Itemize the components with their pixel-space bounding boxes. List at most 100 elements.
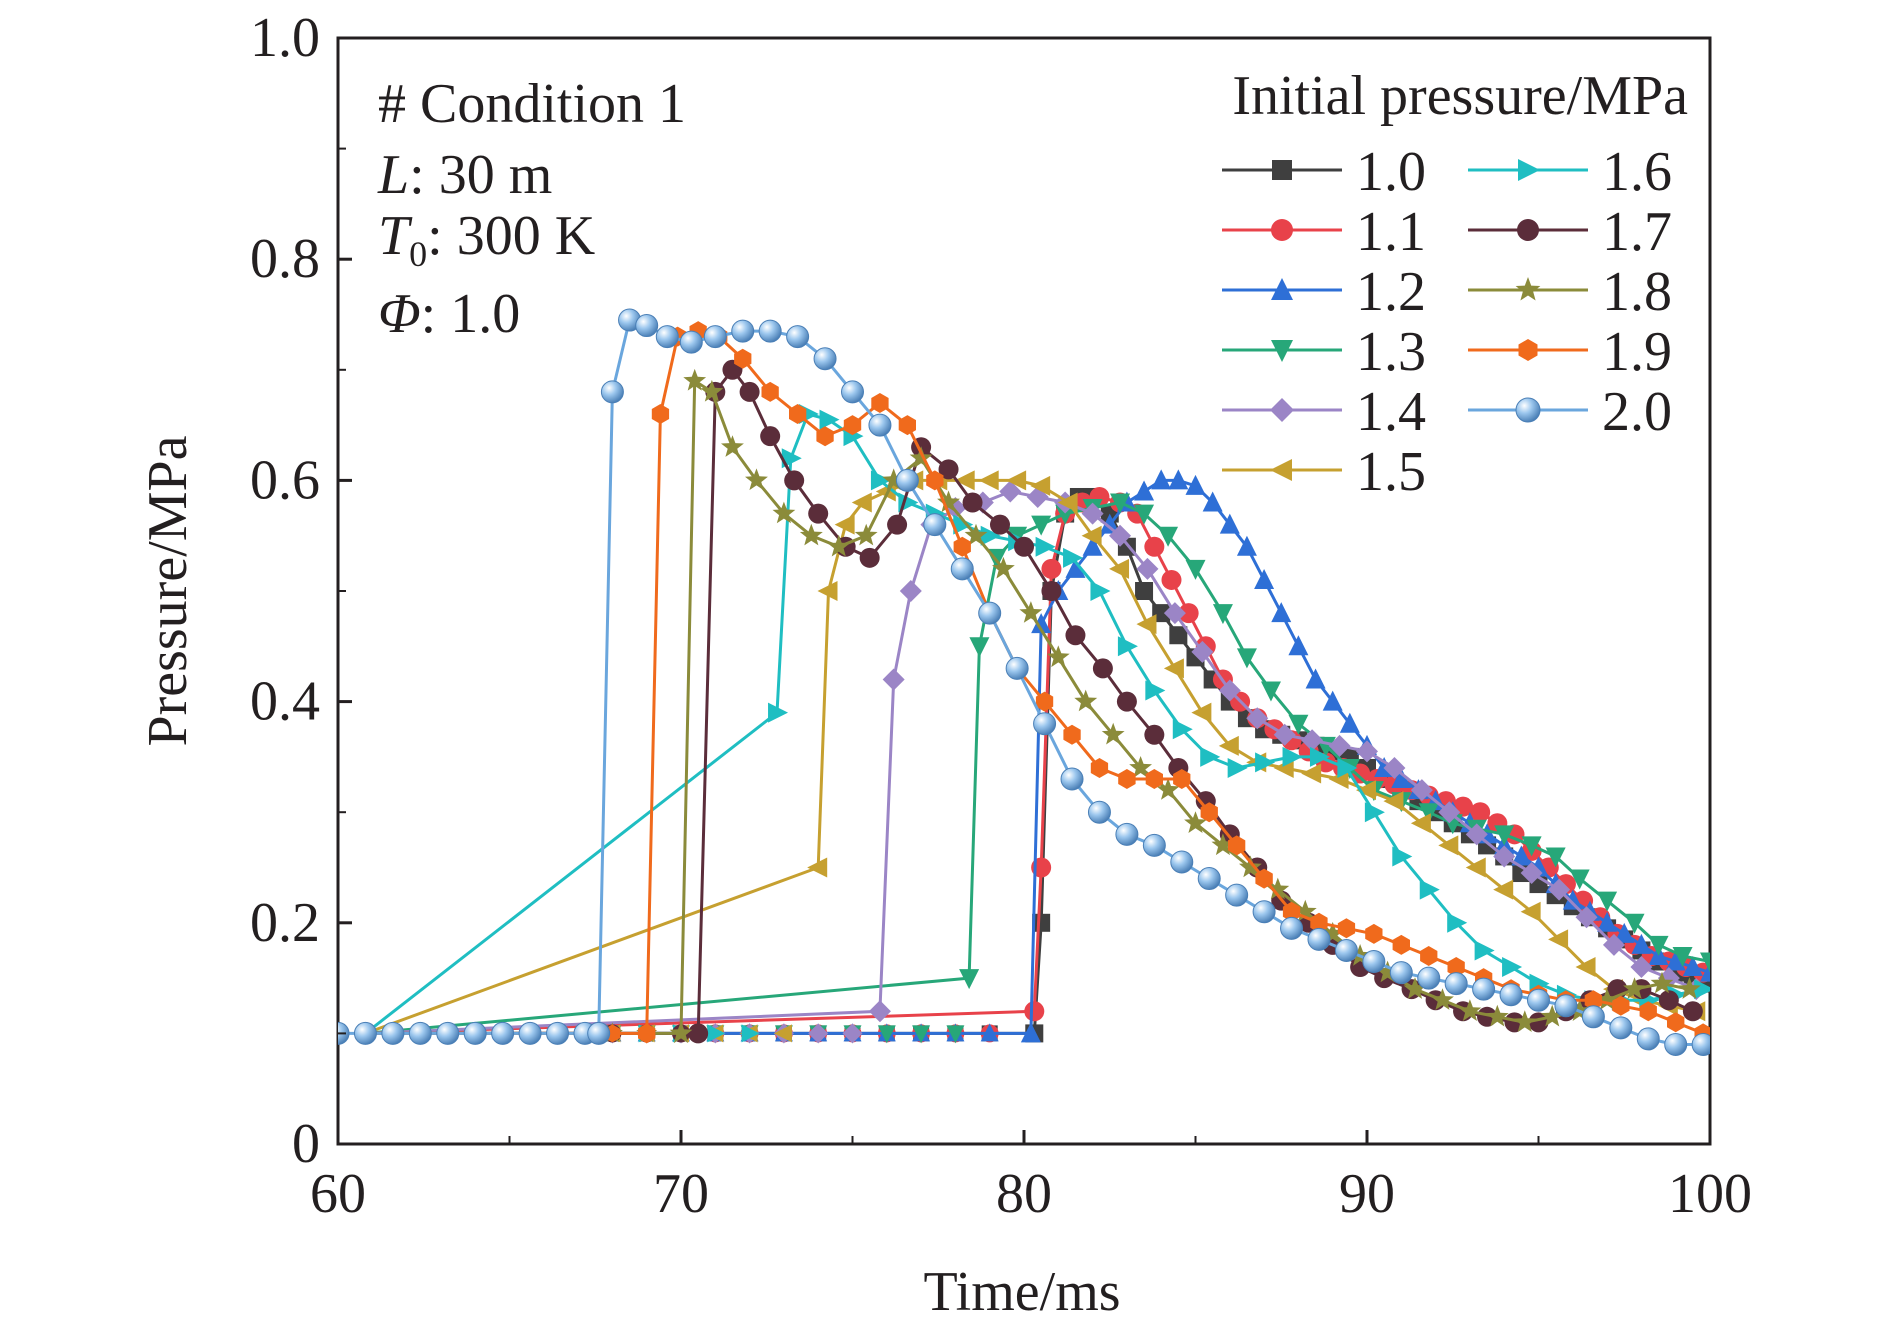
data-point bbox=[1322, 690, 1343, 711]
data-point bbox=[827, 534, 851, 557]
data-point bbox=[781, 448, 802, 469]
data-point bbox=[946, 1025, 965, 1044]
data-point bbox=[1584, 990, 1602, 1011]
data-point bbox=[950, 557, 974, 581]
data-point bbox=[1520, 901, 1541, 922]
data-point bbox=[1031, 515, 1052, 536]
data-point bbox=[1260, 681, 1281, 702]
data-point bbox=[1664, 1032, 1688, 1056]
x-tick-label: 100 bbox=[1668, 1163, 1752, 1225]
data-point bbox=[353, 1021, 377, 1045]
data-point bbox=[1581, 1005, 1605, 1029]
data-point bbox=[1337, 918, 1356, 939]
data-point bbox=[1087, 800, 1111, 824]
data-point bbox=[989, 514, 1010, 535]
data-point bbox=[1595, 988, 1619, 1010]
data-point bbox=[745, 468, 768, 491]
data-point bbox=[1030, 475, 1051, 496]
data-point bbox=[1392, 846, 1413, 867]
data-point bbox=[1493, 879, 1514, 900]
data-point bbox=[1623, 977, 1646, 999]
series-line bbox=[364, 478, 1697, 1035]
series-1.6 bbox=[364, 404, 1710, 1043]
data-point bbox=[1271, 340, 1293, 362]
data-point bbox=[1081, 525, 1102, 546]
data-point bbox=[768, 702, 789, 723]
data-point bbox=[731, 319, 755, 343]
data-point bbox=[1136, 557, 1159, 580]
data-point bbox=[816, 426, 834, 447]
data-point bbox=[773, 1024, 792, 1043]
data-point bbox=[679, 330, 703, 354]
data-point bbox=[1511, 845, 1532, 866]
data-point bbox=[1364, 802, 1385, 823]
data-point bbox=[1403, 977, 1427, 999]
data-point bbox=[1163, 658, 1184, 679]
data-point bbox=[1447, 957, 1465, 977]
data-point bbox=[1309, 746, 1330, 767]
data-point bbox=[1328, 734, 1351, 757]
data-point bbox=[1255, 752, 1276, 773]
data-point bbox=[1060, 767, 1084, 791]
data-point bbox=[739, 381, 760, 402]
legend-label: 1.1 bbox=[1356, 201, 1426, 263]
data-point bbox=[683, 368, 707, 391]
data-point bbox=[1161, 569, 1182, 590]
legend-label: 2.0 bbox=[1602, 381, 1672, 443]
series-1.5 bbox=[364, 470, 1706, 1043]
data-point bbox=[1065, 557, 1086, 578]
data-point bbox=[1307, 927, 1331, 951]
data-point bbox=[1609, 1016, 1633, 1040]
data-point bbox=[1239, 855, 1262, 878]
data-point bbox=[600, 380, 624, 404]
data-point bbox=[887, 514, 908, 535]
legend-item-1.1: 1.1 bbox=[1222, 201, 1426, 263]
series-1.2 bbox=[365, 469, 1710, 1043]
data-point bbox=[843, 415, 862, 436]
data-point bbox=[1682, 1001, 1703, 1022]
data-point bbox=[1391, 768, 1412, 789]
data-point bbox=[1515, 397, 1541, 423]
data-point bbox=[1134, 480, 1155, 501]
data-point bbox=[953, 536, 971, 557]
data-point bbox=[1658, 990, 1679, 1011]
data-point bbox=[1691, 1032, 1710, 1056]
data-point bbox=[789, 404, 807, 424]
annotation-phi-var: Φ bbox=[378, 283, 421, 345]
data-point bbox=[1032, 913, 1051, 932]
data-point bbox=[807, 857, 828, 878]
data-point bbox=[842, 1023, 863, 1044]
data-point bbox=[1280, 916, 1304, 940]
annotation-line1: # Condition 1 bbox=[378, 73, 686, 135]
data-point bbox=[1288, 714, 1309, 735]
data-point bbox=[959, 969, 980, 990]
data-point bbox=[1630, 956, 1653, 979]
legend-item-1.2: 1.2 bbox=[1222, 261, 1426, 323]
series-line bbox=[365, 489, 1697, 1035]
data-point bbox=[1597, 891, 1618, 912]
data-point bbox=[1005, 656, 1029, 680]
data-point bbox=[817, 581, 838, 601]
data-point bbox=[1057, 492, 1078, 513]
data-point bbox=[953, 514, 974, 535]
data-point bbox=[1035, 536, 1056, 557]
data-point bbox=[1191, 640, 1214, 663]
data-point bbox=[1515, 277, 1541, 301]
data-point bbox=[1494, 825, 1515, 846]
data-point bbox=[381, 1021, 405, 1045]
data-point bbox=[1191, 702, 1212, 723]
data-point bbox=[978, 601, 1002, 625]
y-tick-label: 0.6 bbox=[250, 449, 320, 511]
legend-label: 1.6 bbox=[1602, 141, 1672, 203]
data-point bbox=[938, 459, 959, 480]
data-point bbox=[841, 380, 864, 404]
data-point bbox=[978, 470, 999, 491]
data-point bbox=[1383, 791, 1404, 812]
data-point bbox=[638, 1023, 656, 1044]
data-point bbox=[1136, 614, 1157, 635]
data-point bbox=[1470, 802, 1491, 823]
data-point bbox=[700, 379, 724, 402]
data-point bbox=[1418, 803, 1439, 824]
data-point bbox=[1545, 847, 1566, 868]
data-point bbox=[854, 523, 878, 546]
